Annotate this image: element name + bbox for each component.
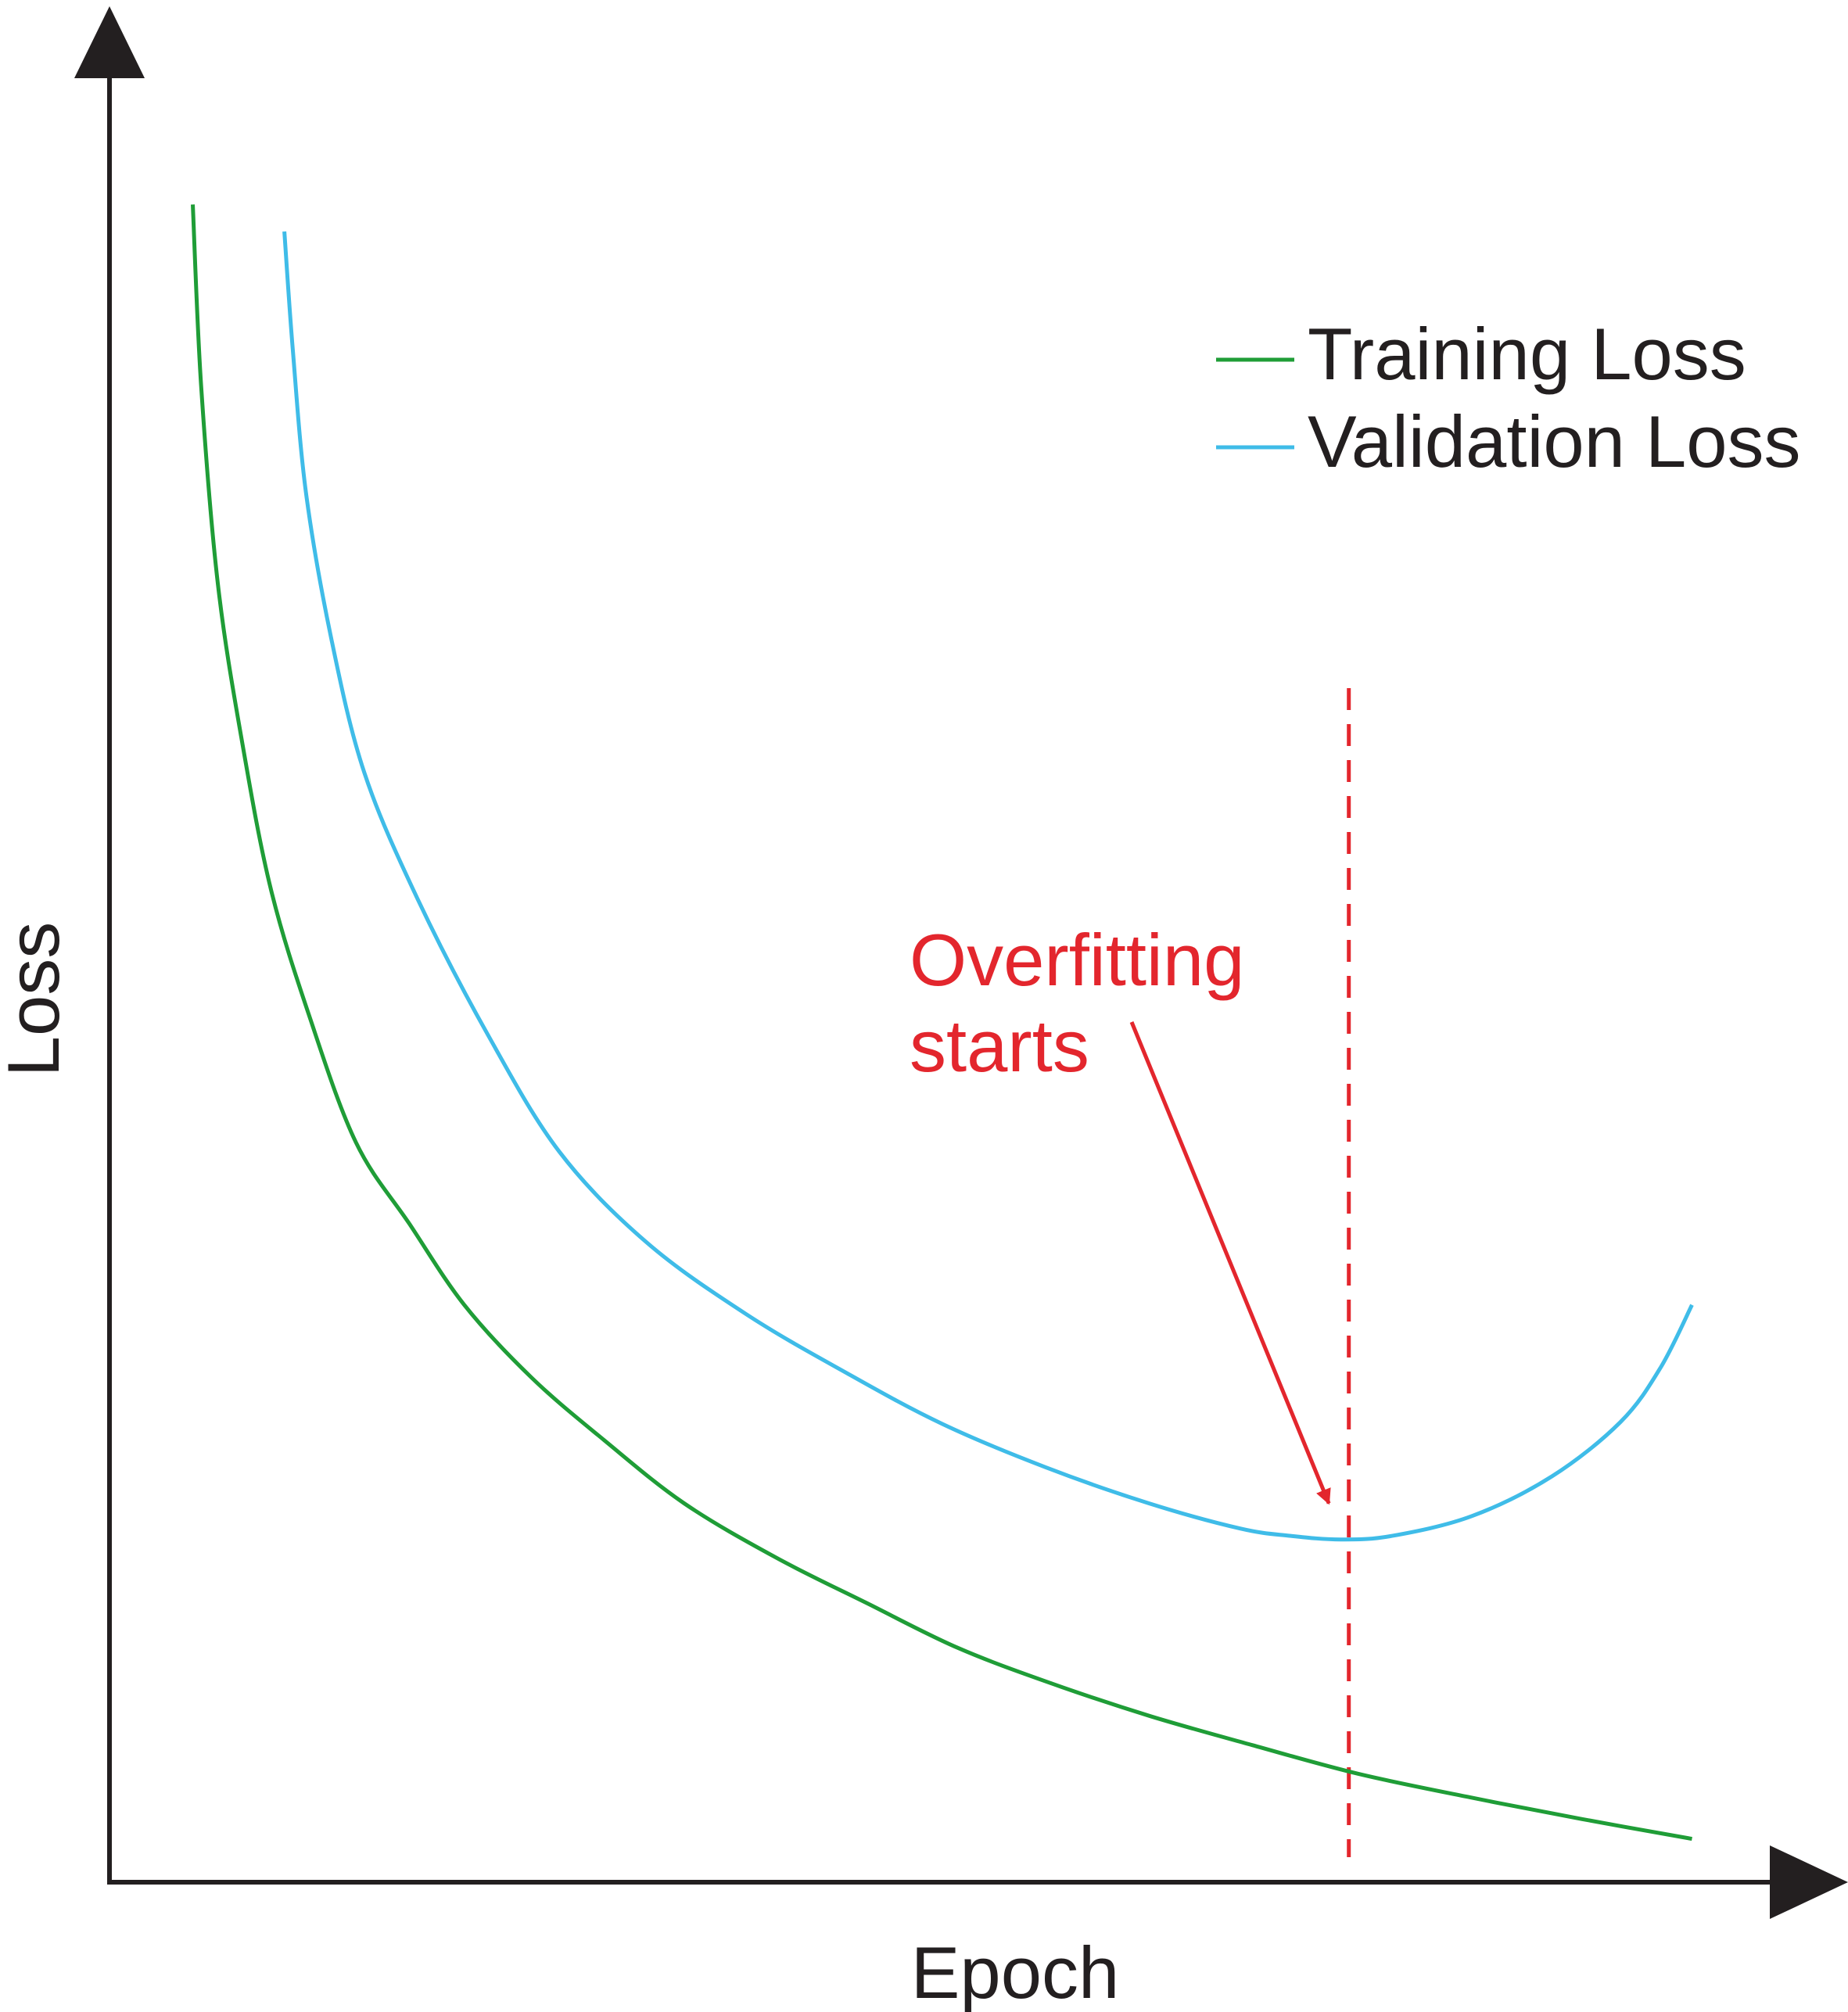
series-line-training-loss xyxy=(191,204,1692,1842)
annotation-overfitting: Overfitting starts xyxy=(910,919,1331,1505)
annotation-arrow xyxy=(1129,1021,1331,1505)
y-axis-arrow xyxy=(74,6,145,78)
legend: Training Loss Validation Loss xyxy=(1216,313,1801,482)
annotation-text-line-2: starts xyxy=(910,1005,1089,1087)
x-axis-label: Epoch xyxy=(911,1931,1120,2012)
axes xyxy=(74,6,1848,1919)
x-axis-arrow xyxy=(1770,1845,1848,1919)
legend-label-validation-loss: Validation Loss xyxy=(1308,400,1801,482)
y-axis-label: Loss xyxy=(0,922,74,1078)
series-line-validation-loss xyxy=(282,231,1694,1542)
annotation-text-line-1: Overfitting xyxy=(910,919,1244,1001)
legend-label-training-loss: Training Loss xyxy=(1308,313,1746,395)
